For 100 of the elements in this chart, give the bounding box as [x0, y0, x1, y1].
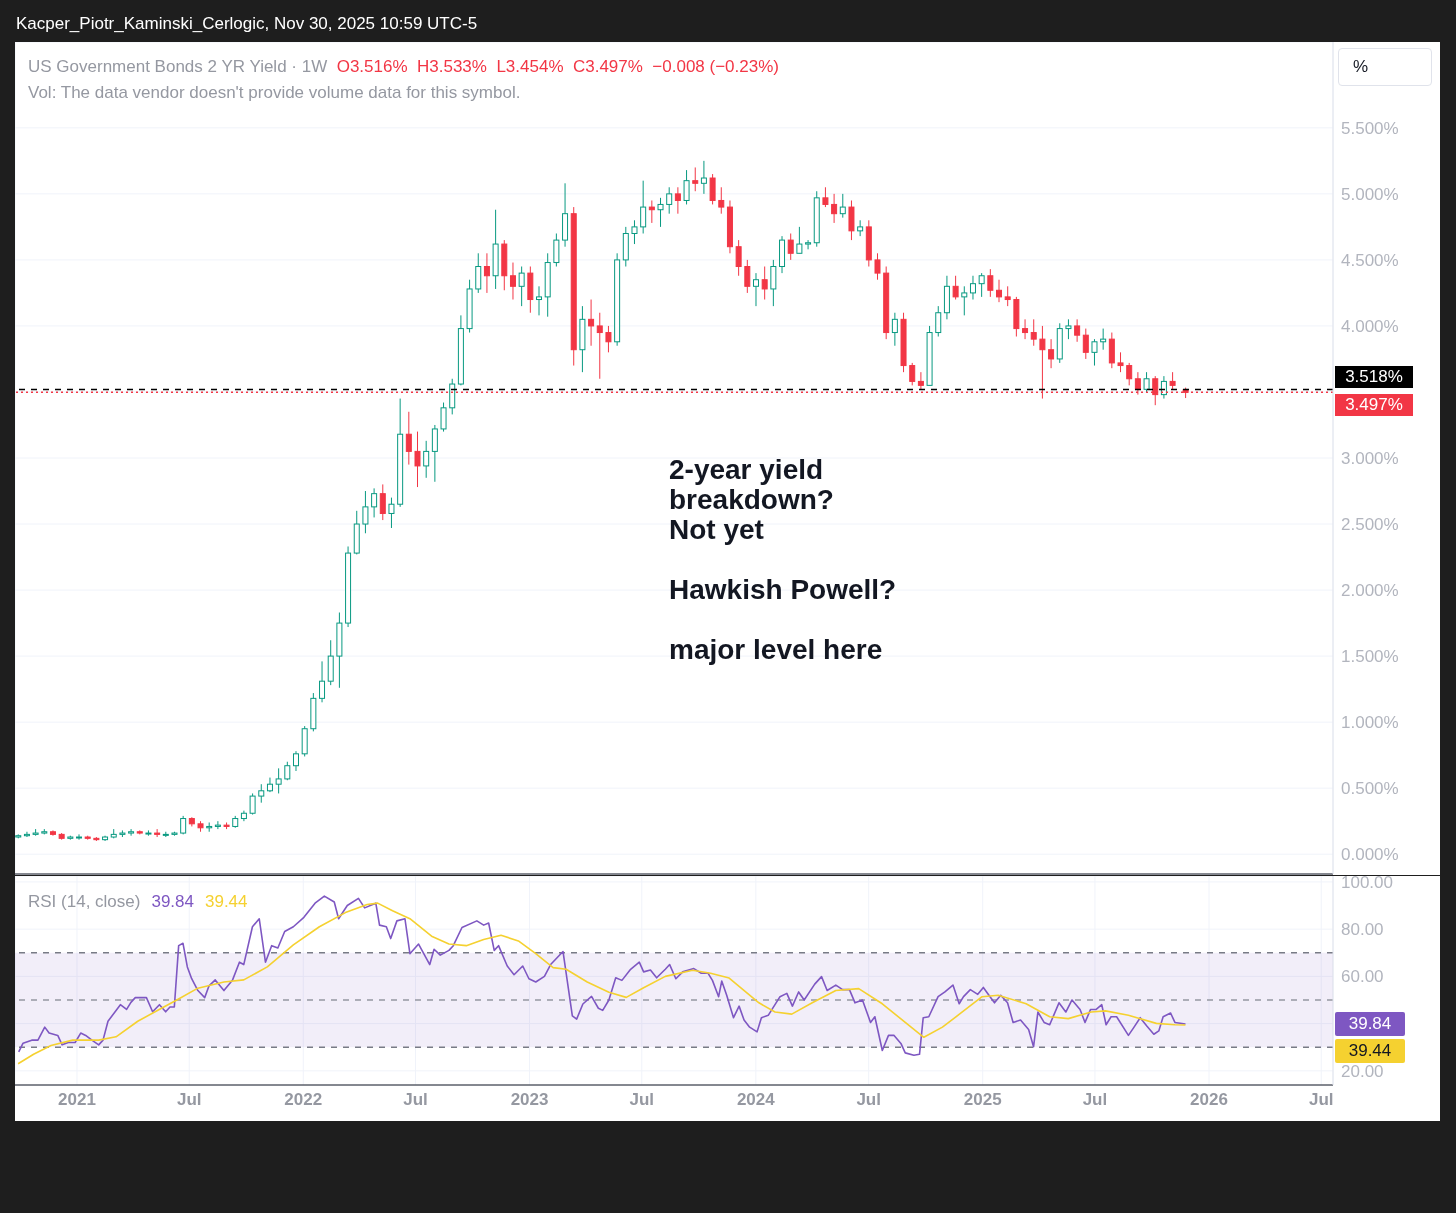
candlestick: [76, 833, 83, 841]
candlestick: [1048, 338, 1055, 369]
candlestick: [805, 239, 812, 250]
candlestick: [692, 166, 699, 192]
candlestick: [293, 750, 299, 772]
candlestick: [475, 252, 482, 294]
percent-button: %: [1338, 48, 1432, 86]
text: Kacper_Piotr_Kaminski_Cerlogic, Nov 30, 2025 10:59 UTC-5: [16, 14, 478, 34]
candlestick: [787, 232, 794, 261]
candlestick: [414, 431, 421, 488]
x-tick-label: Jul: [1082, 1090, 1108, 1110]
candlestick: [1004, 285, 1011, 307]
y-tick-label: 0.000%: [1341, 845, 1399, 865]
candlestick: [371, 487, 378, 518]
candlestick: [700, 160, 707, 195]
candlestick: [874, 252, 881, 281]
candlestick: [1074, 318, 1081, 343]
x-tick-label: Jul: [176, 1090, 202, 1110]
x-tick-label: 2025: [963, 1090, 1002, 1110]
y-tick-label: 20.00: [1341, 1061, 1384, 1081]
candlestick: [796, 226, 803, 254]
candlestick: [839, 193, 846, 219]
candlestick: [379, 483, 386, 521]
candlestick: [1126, 362, 1133, 386]
candlestick: [1022, 318, 1029, 340]
y-tick-label: 80.00: [1341, 920, 1384, 940]
candlestick: [1143, 371, 1150, 393]
candlestick: [275, 767, 282, 794]
candlestick: [718, 186, 725, 215]
y-tick-label: 2.500%: [1341, 515, 1399, 535]
y-tick-label: 2.000%: [1341, 581, 1399, 601]
candlestick: [1082, 328, 1089, 360]
candlestick: [605, 325, 612, 353]
candlestick: [596, 312, 603, 380]
candlestick: [770, 259, 777, 307]
candlestick: [631, 219, 638, 245]
candlestick: [996, 279, 1003, 303]
y-tick-label: 100.00: [1341, 872, 1393, 892]
candlestick: [1091, 338, 1098, 367]
candlestick: [1065, 318, 1072, 340]
candlestick: [509, 262, 516, 301]
ref-line-label: 3.497%: [1335, 394, 1413, 417]
candlestick: [709, 173, 716, 205]
x-tick-label: 2023: [510, 1090, 549, 1110]
candlestick: [683, 169, 690, 205]
candlestick: [128, 828, 135, 837]
candlestick: [266, 777, 273, 793]
y-tick-label: 0.500%: [1341, 779, 1399, 799]
candlestick: [891, 312, 898, 347]
y-tick-label: 60.00: [1341, 967, 1384, 987]
x-tick-label: Jul: [403, 1090, 428, 1110]
annotation: 39.44: [204, 892, 248, 911]
candlestick: [752, 272, 759, 307]
candlestick: [249, 792, 256, 816]
candlestick: [258, 783, 265, 804]
text: US Government Bonds 2 YR Yield · 1W: [28, 57, 328, 76]
candlestick: [987, 268, 994, 298]
candlestick: [319, 660, 326, 703]
candlestick: [761, 266, 768, 301]
y-tick-label: 1.500%: [1341, 647, 1399, 667]
candlestick: [640, 180, 647, 234]
y-tick-label: 4.500%: [1341, 250, 1399, 270]
candlestick: [1100, 328, 1107, 351]
x-tick-label: Jul: [629, 1090, 655, 1110]
candlestick: [909, 362, 916, 386]
x-tick-label: 2024: [736, 1090, 776, 1110]
candlestick: [657, 197, 664, 228]
candlestick: [935, 305, 942, 337]
annotation: 2-year yield breakdown? Not yet Hawkish Powell? major level here: [669, 454, 897, 665]
candlestick: [431, 424, 438, 483]
candlestick: [518, 266, 525, 307]
candlestick: [969, 275, 976, 301]
candlestick: [483, 252, 490, 294]
candlestick: [388, 497, 395, 529]
candlestick: [1030, 318, 1037, 347]
candlestick: [154, 828, 161, 838]
y-tick-label: 3.000%: [1341, 449, 1399, 469]
y-tick-label: 5.000%: [1341, 184, 1399, 204]
candlestick: [449, 378, 456, 415]
candlestick: [214, 820, 221, 830]
x-tick-label: 2021: [58, 1090, 96, 1110]
candlestick: [978, 272, 985, 298]
candlestick: [952, 275, 959, 301]
y-tick-label: 1.000%: [1341, 713, 1399, 733]
candlestick: [848, 199, 855, 241]
candlestick: [674, 186, 681, 215]
candlestick: [588, 299, 595, 347]
x-tick-label: Jul: [1308, 1090, 1334, 1110]
candlestick: [440, 402, 447, 433]
candlestick: [362, 490, 369, 534]
candlestick: [857, 219, 864, 237]
candlestick: [405, 411, 412, 466]
candlestick: [423, 440, 430, 479]
text: Vol: The data vendor doesn't provide volume data for this symbol.: [28, 83, 521, 103]
text: RSI (14, close): [28, 892, 141, 911]
x-tick-label: Jul: [856, 1090, 881, 1110]
candlestick: [961, 285, 968, 316]
candlestick: [917, 371, 924, 390]
candlestick: [23, 831, 30, 838]
annotation: 39.84: [151, 892, 194, 911]
